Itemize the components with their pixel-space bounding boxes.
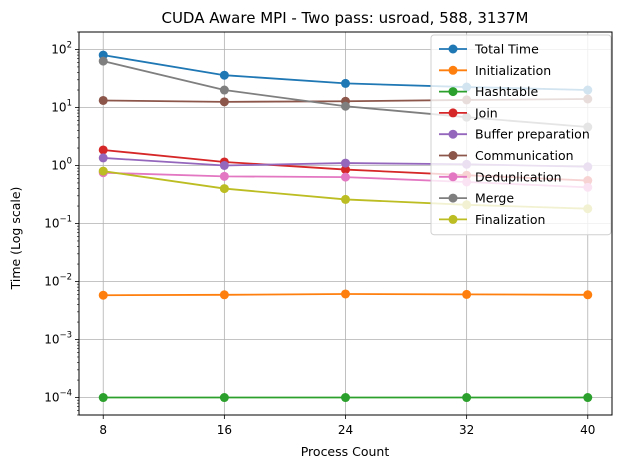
data-point <box>98 145 108 155</box>
legend-marker <box>448 129 458 139</box>
legend: Total Time Initialization Hashtable Join Buf… <box>430 34 612 236</box>
data-point <box>462 393 472 403</box>
data-point <box>219 160 229 170</box>
x-tick-label: 40 <box>580 423 595 437</box>
x-tick-label: 8 <box>99 423 107 437</box>
data-point <box>462 289 472 299</box>
legend-marker <box>448 87 458 97</box>
legend-marker <box>448 65 458 75</box>
legend-marker <box>448 193 458 203</box>
data-point <box>98 166 108 176</box>
data-point <box>98 393 108 403</box>
legend-marker <box>448 44 458 54</box>
legend-entry: Total Time <box>474 42 539 57</box>
data-point <box>219 70 229 80</box>
data-point <box>98 56 108 66</box>
data-point <box>341 165 350 175</box>
data-point <box>341 194 350 204</box>
data-point <box>341 393 350 403</box>
legend-entry: Join <box>474 105 498 120</box>
legend-marker <box>448 172 458 182</box>
data-point <box>341 172 350 182</box>
data-point <box>219 184 229 194</box>
data-point <box>98 153 108 163</box>
chart-title: CUDA Aware MPI - Two pass: usroad, 588, … <box>161 9 528 27</box>
data-point <box>219 393 229 403</box>
x-tick-label: 24 <box>338 423 353 437</box>
y-tick-label: 10−4 <box>44 389 72 405</box>
legend-entry: Deduplication <box>475 169 562 184</box>
legend-box <box>430 34 612 236</box>
legend-entry: Merge <box>475 191 514 206</box>
y-axis-label: Time (Log scale) <box>8 187 23 291</box>
x-axis-label: Process Count <box>301 444 390 459</box>
series-hashtable <box>98 393 593 403</box>
x-tick-label: 16 <box>217 423 232 437</box>
y-tick-label: 10−3 <box>44 331 72 347</box>
y-tick-label: 10−2 <box>44 273 72 289</box>
legend-entry: Finalization <box>475 212 545 227</box>
legend-marker <box>448 214 458 224</box>
data-point <box>341 289 350 299</box>
series-initialization <box>98 289 593 300</box>
legend-entry: Buffer preparation <box>475 127 590 142</box>
data-point <box>341 78 350 88</box>
y-tick-label: 10−1 <box>44 215 72 231</box>
data-point <box>583 290 593 300</box>
y-tick-label: 100 <box>51 156 72 172</box>
y-tick-label: 102 <box>51 40 72 56</box>
data-point <box>219 85 229 95</box>
data-point <box>341 158 350 168</box>
legend-entry: Initialization <box>475 63 551 78</box>
data-point <box>98 95 108 105</box>
data-point <box>219 171 229 181</box>
data-point <box>219 97 229 107</box>
data-point <box>98 290 108 300</box>
legend-entry: Communication <box>475 148 574 163</box>
legend-entry: Hashtable <box>475 84 538 99</box>
data-point <box>219 290 229 300</box>
data-point <box>583 393 593 403</box>
legend-marker <box>448 108 458 118</box>
data-point <box>341 101 350 111</box>
x-tick-label: 32 <box>459 423 474 437</box>
legend-marker <box>448 151 458 160</box>
y-tick-label: 101 <box>51 98 72 114</box>
axis-ticks: 8 16 24 32 40 10−4 10−3 10−2 10−1 100 101 102 <box>44 31 595 437</box>
